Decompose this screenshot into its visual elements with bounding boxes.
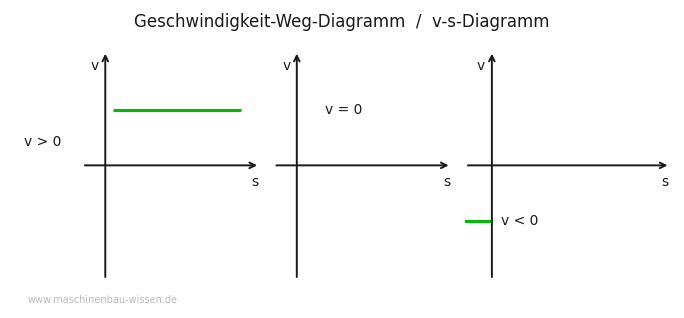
Text: www.maschinenbau-wissen.de: www.maschinenbau-wissen.de <box>27 295 177 305</box>
Text: s: s <box>252 175 259 189</box>
Text: v < 0: v < 0 <box>501 214 538 228</box>
Text: v: v <box>477 59 485 73</box>
Text: v = 0: v = 0 <box>325 103 362 117</box>
Text: v > 0: v > 0 <box>24 135 62 149</box>
Text: s: s <box>443 175 450 189</box>
Text: Geschwindigkeit-Weg-Diagramm  /  v-s-Diagramm: Geschwindigkeit-Weg-Diagramm / v-s-Diagr… <box>134 13 550 31</box>
Text: v: v <box>282 59 291 73</box>
Text: v: v <box>91 59 99 73</box>
Text: s: s <box>661 175 668 189</box>
